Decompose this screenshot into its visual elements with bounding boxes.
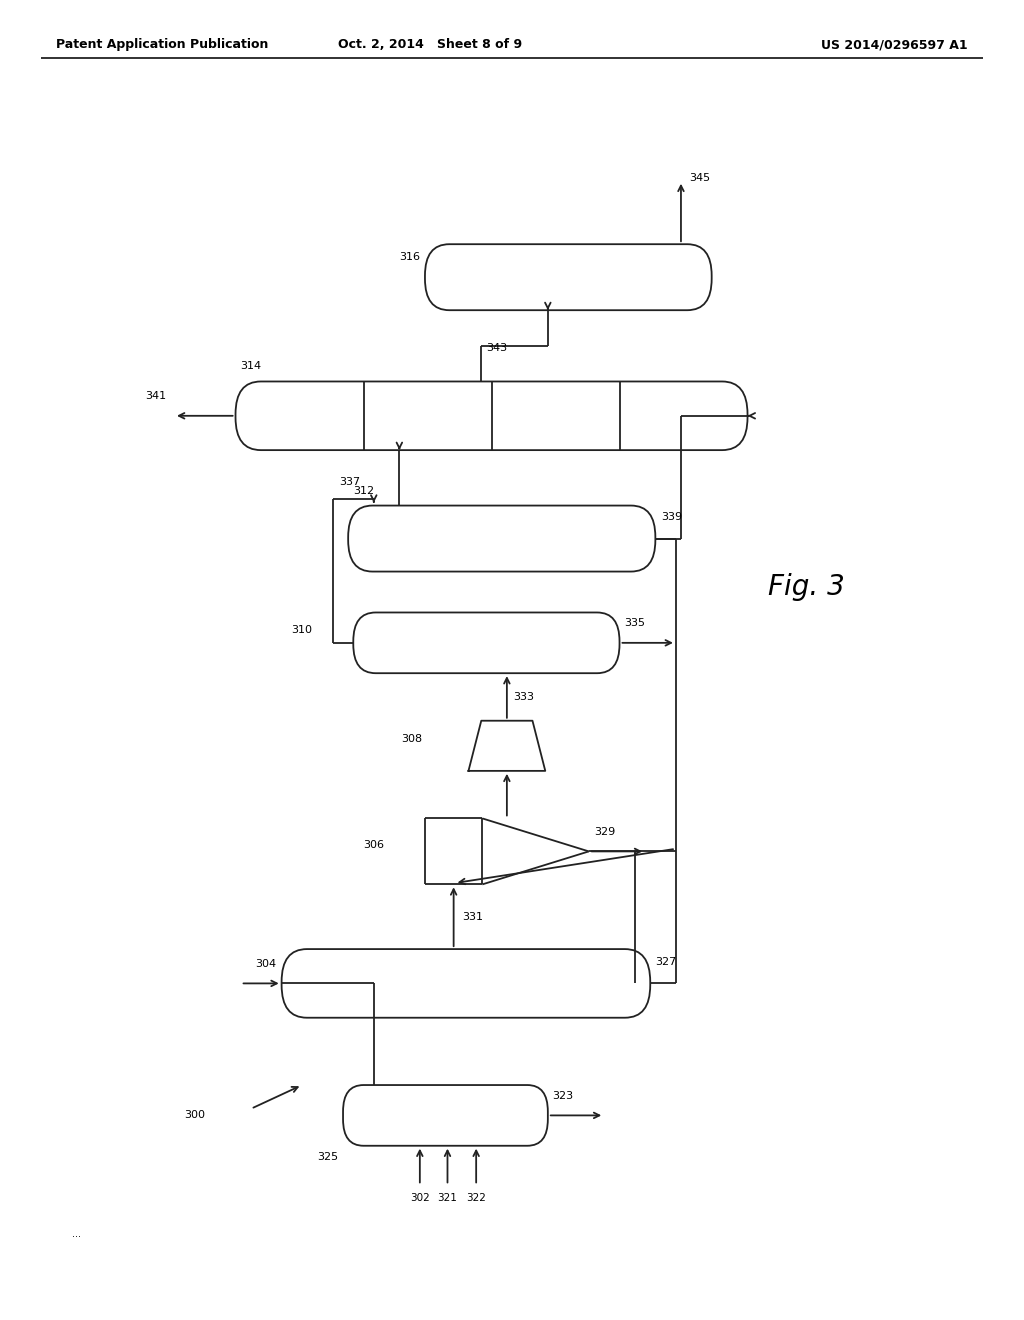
FancyBboxPatch shape — [236, 381, 748, 450]
Text: 308: 308 — [401, 734, 423, 744]
Text: ...: ... — [72, 1229, 81, 1239]
Text: 325: 325 — [316, 1152, 338, 1163]
Text: 321: 321 — [437, 1193, 458, 1204]
Text: US 2014/0296597 A1: US 2014/0296597 A1 — [821, 38, 968, 51]
Text: 327: 327 — [655, 957, 677, 968]
Text: 333: 333 — [513, 692, 535, 702]
Text: 306: 306 — [362, 840, 384, 850]
Text: Oct. 2, 2014   Sheet 8 of 9: Oct. 2, 2014 Sheet 8 of 9 — [338, 38, 522, 51]
Text: 314: 314 — [241, 360, 262, 371]
Text: 331: 331 — [462, 912, 483, 921]
FancyBboxPatch shape — [343, 1085, 548, 1146]
FancyBboxPatch shape — [348, 506, 655, 572]
Text: 343: 343 — [486, 343, 508, 354]
FancyBboxPatch shape — [282, 949, 650, 1018]
Text: 302: 302 — [410, 1193, 430, 1204]
Text: 341: 341 — [144, 391, 166, 401]
Text: 335: 335 — [625, 618, 646, 628]
Text: 304: 304 — [255, 958, 276, 969]
FancyBboxPatch shape — [425, 244, 712, 310]
Text: Patent Application Publication: Patent Application Publication — [56, 38, 268, 51]
Text: 339: 339 — [662, 512, 683, 523]
Text: Fig. 3: Fig. 3 — [768, 573, 845, 602]
Text: 337: 337 — [339, 477, 360, 487]
Text: 316: 316 — [398, 252, 420, 263]
Text: 310: 310 — [291, 624, 312, 635]
Text: 300: 300 — [183, 1110, 205, 1121]
Text: 329: 329 — [594, 826, 615, 837]
Text: 322: 322 — [466, 1193, 486, 1204]
Text: 312: 312 — [353, 486, 375, 496]
Text: 323: 323 — [552, 1090, 573, 1101]
Text: 345: 345 — [689, 173, 711, 183]
FancyBboxPatch shape — [353, 612, 620, 673]
